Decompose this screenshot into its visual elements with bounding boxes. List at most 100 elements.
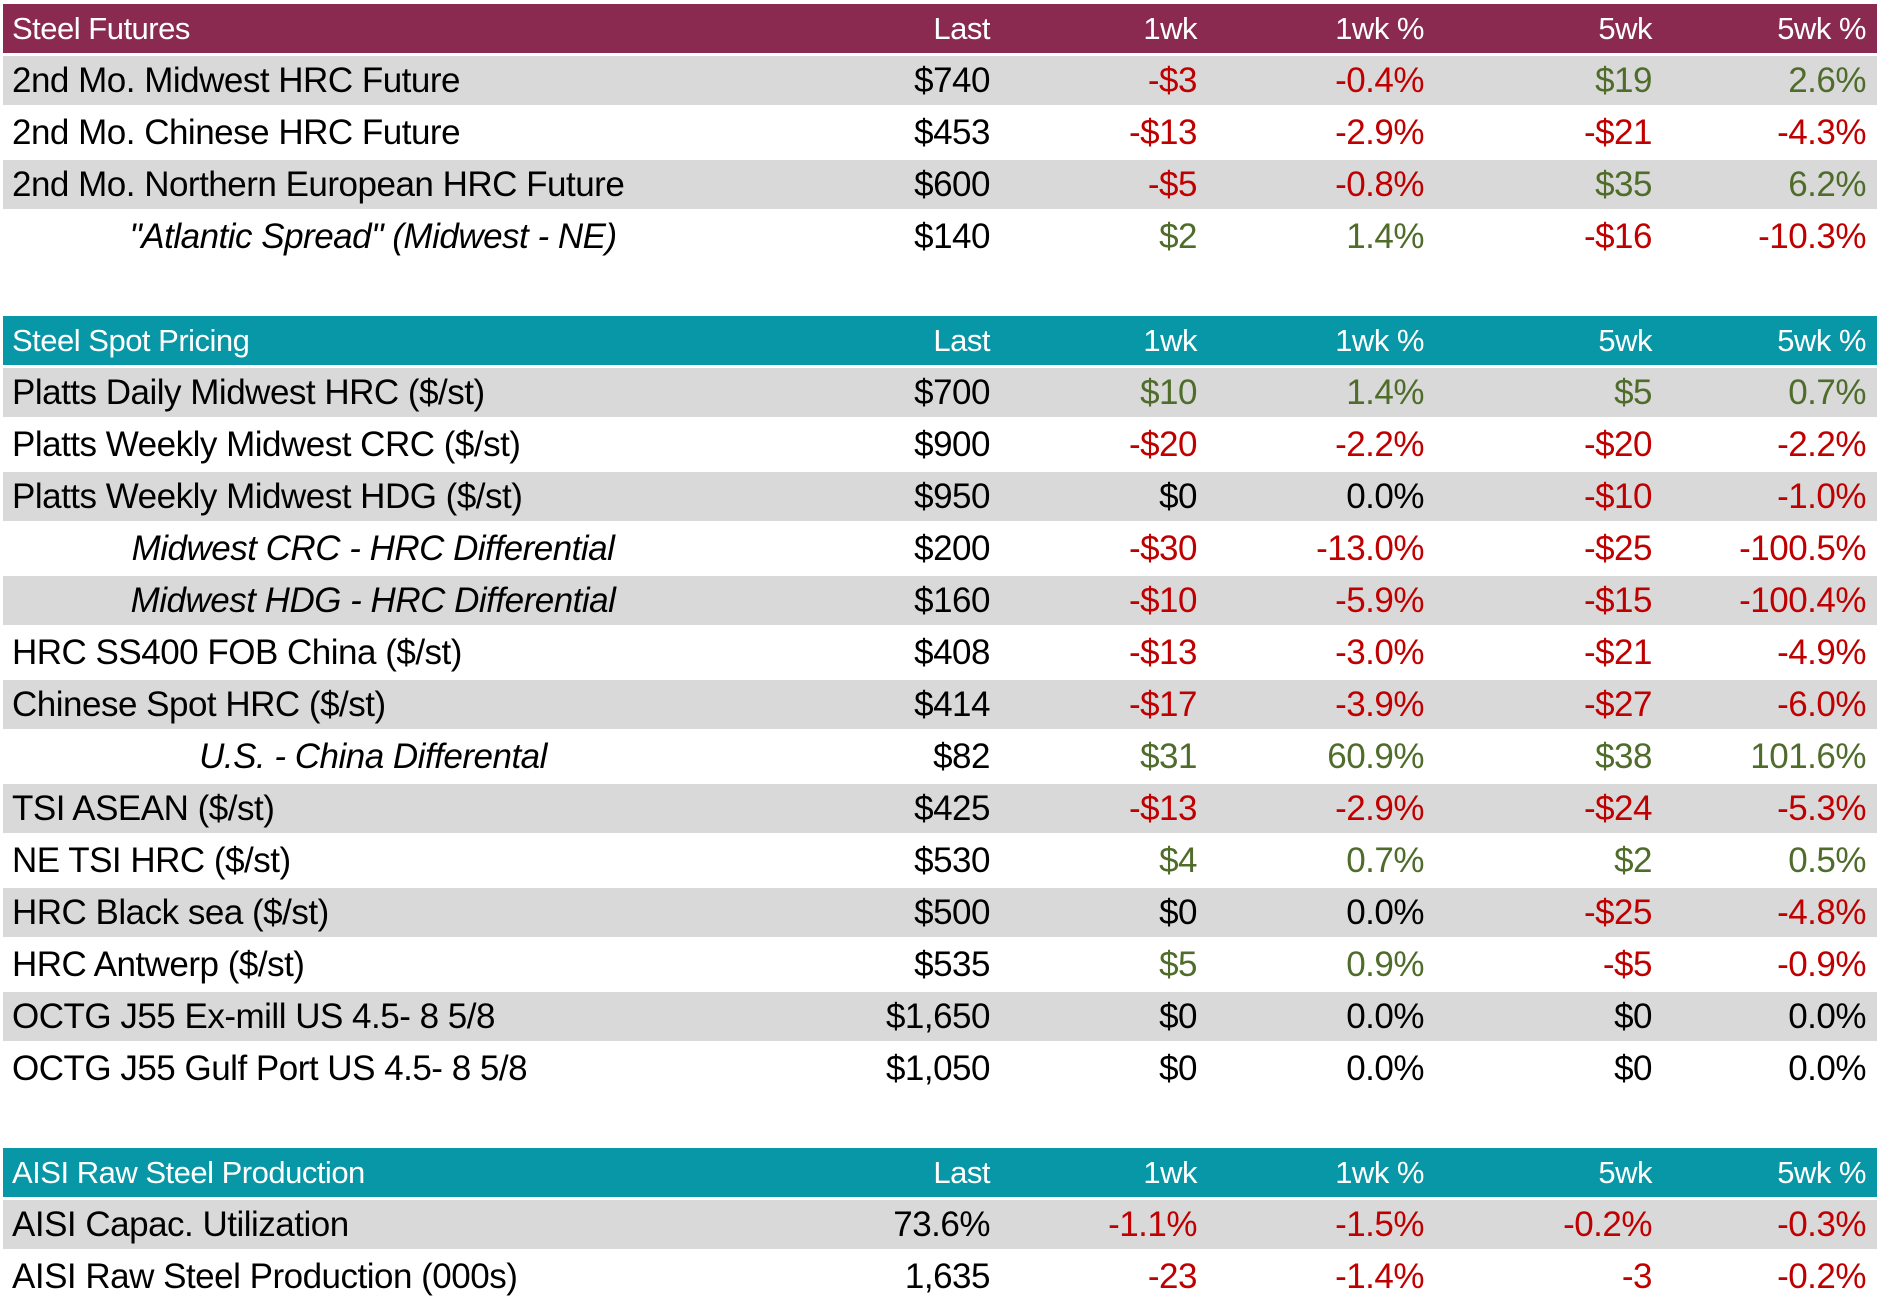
cell-last: $600: [914, 164, 990, 204]
cell-5wk-pct: -4.8%: [1777, 892, 1866, 932]
section-header: Steel Spot Pricing Last 1wk 1wk % 5wk 5wk %: [3, 316, 1877, 365]
table-row: HRC Black sea ($/st) $500 $0 0.0% -$25 -4.8%: [3, 888, 1877, 937]
cell-1wk: -$13: [1128, 112, 1198, 152]
section-aisi-raw-steel-production: AISI Raw Steel Production Last 1wk 1wk % 5wk…: [3, 1148, 1877, 1301]
row-label: OCTG J55 Gulf Port US 4.5- 8 5/8: [12, 1048, 528, 1088]
cell-5wk-pct: -1.0%: [1777, 476, 1866, 516]
cell-last: $200: [914, 528, 990, 568]
cell-1wk: -$17: [1128, 684, 1198, 724]
cell-1wk: -$20: [1128, 424, 1198, 464]
table-row: Midwest HDG - HRC Differential $160 -$10 -5…: [3, 576, 1877, 625]
table-row: HRC SS400 FOB China ($/st) $408 -$13 -3.0% -…: [3, 628, 1877, 677]
cell-5wk-pct: 101.6%: [1750, 736, 1866, 776]
section-gap: [3, 264, 1877, 313]
cell-last: $82: [933, 736, 990, 776]
column-header-last: Last: [933, 1154, 990, 1190]
column-header-5wk-pct: 5wk %: [1777, 1154, 1866, 1190]
cell-1wk-pct: -0.8%: [1335, 164, 1424, 204]
section-title: Steel Futures: [12, 10, 190, 46]
cell-last: $535: [914, 944, 990, 984]
cell-last: $1,050: [885, 1048, 991, 1088]
row-label: Platts Daily Midwest HRC ($/st): [12, 372, 485, 412]
column-header-5wk: 5wk: [1598, 1154, 1652, 1190]
cell-1wk: $0: [1159, 892, 1197, 932]
column-header-1wk: 1wk: [1143, 1154, 1197, 1190]
section-title: AISI Raw Steel Production: [12, 1154, 365, 1190]
cell-5wk: $0: [1614, 1048, 1652, 1088]
table-row: OCTG J55 Gulf Port US 4.5- 8 5/8 $1,050 $0…: [3, 1044, 1877, 1093]
row-label: 2nd Mo. Northern European HRC Future: [12, 164, 625, 204]
cell-last: $740: [914, 60, 990, 100]
cell-1wk-pct: -5.9%: [1335, 580, 1424, 620]
column-header-1wk-pct: 1wk %: [1335, 322, 1424, 358]
table-row: Platts Daily Midwest HRC ($/st) $700 $10 1.…: [3, 368, 1877, 417]
table-row: 2nd Mo. Northern European HRC Future $600…: [3, 160, 1877, 209]
cell-last: $500: [914, 892, 990, 932]
cell-5wk: $19: [1595, 60, 1652, 100]
cell-5wk: -0.2%: [1563, 1204, 1652, 1244]
cell-5wk-pct: -4.3%: [1777, 112, 1866, 152]
cell-1wk: $2: [1159, 216, 1197, 256]
column-header-1wk: 1wk: [1143, 10, 1197, 46]
table-row: Platts Weekly Midwest CRC ($/st) $900 -$20…: [3, 420, 1877, 469]
section-steel-spot-pricing: Steel Spot Pricing Last 1wk 1wk % 5wk 5wk % Pl…: [3, 316, 1877, 1093]
cell-last: $1,650: [885, 996, 991, 1036]
row-label: HRC Black sea ($/st): [12, 892, 329, 932]
cell-5wk-pct: 0.5%: [1788, 840, 1866, 880]
cell-1wk: -$5: [1147, 164, 1198, 204]
column-header-5wk: 5wk: [1598, 10, 1652, 46]
cell-1wk: $5: [1159, 944, 1197, 984]
row-label: 2nd Mo. Chinese HRC Future: [12, 112, 461, 152]
cell-last: $950: [914, 476, 990, 516]
cell-1wk-pct: 0.0%: [1346, 996, 1424, 1036]
cell-5wk: $2: [1614, 840, 1652, 880]
table-row: U.S. - China Differental $82 $31 60.9% $38 10…: [3, 732, 1877, 781]
cell-5wk: -$25: [1583, 892, 1653, 932]
cell-1wk: -$10: [1128, 580, 1198, 620]
cell-1wk-pct: -1.4%: [1335, 1256, 1424, 1296]
cell-last: $530: [914, 840, 990, 880]
section-title: Steel Spot Pricing: [12, 322, 250, 358]
column-header-last: Last: [933, 10, 990, 46]
cell-5wk: -$15: [1583, 580, 1653, 620]
cell-5wk-pct: 0.0%: [1788, 996, 1866, 1036]
cell-1wk: $4: [1159, 840, 1197, 880]
row-label: AISI Raw Steel Production (000s): [12, 1256, 518, 1296]
cell-5wk-pct: 0.0%: [1788, 1048, 1866, 1088]
cell-5wk: $38: [1595, 736, 1652, 776]
table-row: TSI ASEAN ($/st) $425 -$13 -2.9% -$24 -5.3%: [3, 784, 1877, 833]
row-label: 2nd Mo. Midwest HRC Future: [12, 60, 460, 100]
row-label: Midwest HDG - HRC Differential: [130, 580, 616, 620]
cell-5wk: -$27: [1583, 684, 1653, 724]
section-header: AISI Raw Steel Production Last 1wk 1wk % 5wk…: [3, 1148, 1877, 1197]
cell-last: $453: [914, 112, 990, 152]
cell-1wk: $0: [1159, 476, 1197, 516]
steel-pricing-report: Steel Futures Last 1wk 1wk % 5wk 5wk % 2nd Mo.…: [3, 4, 1877, 1301]
cell-last: $900: [914, 424, 990, 464]
cell-1wk: $10: [1140, 372, 1197, 412]
cell-1wk-pct: 0.0%: [1346, 892, 1424, 932]
cell-last: $700: [914, 372, 990, 412]
cell-5wk-pct: -0.2%: [1777, 1256, 1866, 1296]
section-steel-futures: Steel Futures Last 1wk 1wk % 5wk 5wk % 2nd Mo.…: [3, 4, 1877, 261]
cell-last: $160: [914, 580, 990, 620]
cell-5wk-pct: -100.4%: [1739, 580, 1866, 620]
cell-1wk-pct: -3.0%: [1335, 632, 1424, 672]
cell-1wk: -1.1%: [1108, 1204, 1197, 1244]
cell-1wk-pct: -3.9%: [1335, 684, 1424, 724]
row-label: HRC Antwerp ($/st): [12, 944, 305, 984]
table-row: AISI Capac. Utilization 73.6% -1.1% -1.5% -0…: [3, 1200, 1877, 1249]
cell-last: $425: [914, 788, 990, 828]
cell-1wk: -$30: [1128, 528, 1198, 568]
cell-1wk-pct: -13.0%: [1316, 528, 1424, 568]
row-label: Platts Weekly Midwest HDG ($/st): [12, 476, 523, 516]
cell-5wk-pct: 2.6%: [1788, 60, 1866, 100]
cell-1wk: $31: [1140, 736, 1197, 776]
cell-5wk-pct: -100.5%: [1739, 528, 1866, 568]
row-label: TSI ASEAN ($/st): [12, 788, 275, 828]
column-header-5wk-pct: 5wk %: [1777, 322, 1866, 358]
cell-1wk-pct: -2.2%: [1335, 424, 1424, 464]
cell-1wk: -23: [1147, 1256, 1198, 1296]
cell-5wk: -$24: [1583, 788, 1653, 828]
table-row: Chinese Spot HRC ($/st) $414 -$17 -3.9% -$27…: [3, 680, 1877, 729]
